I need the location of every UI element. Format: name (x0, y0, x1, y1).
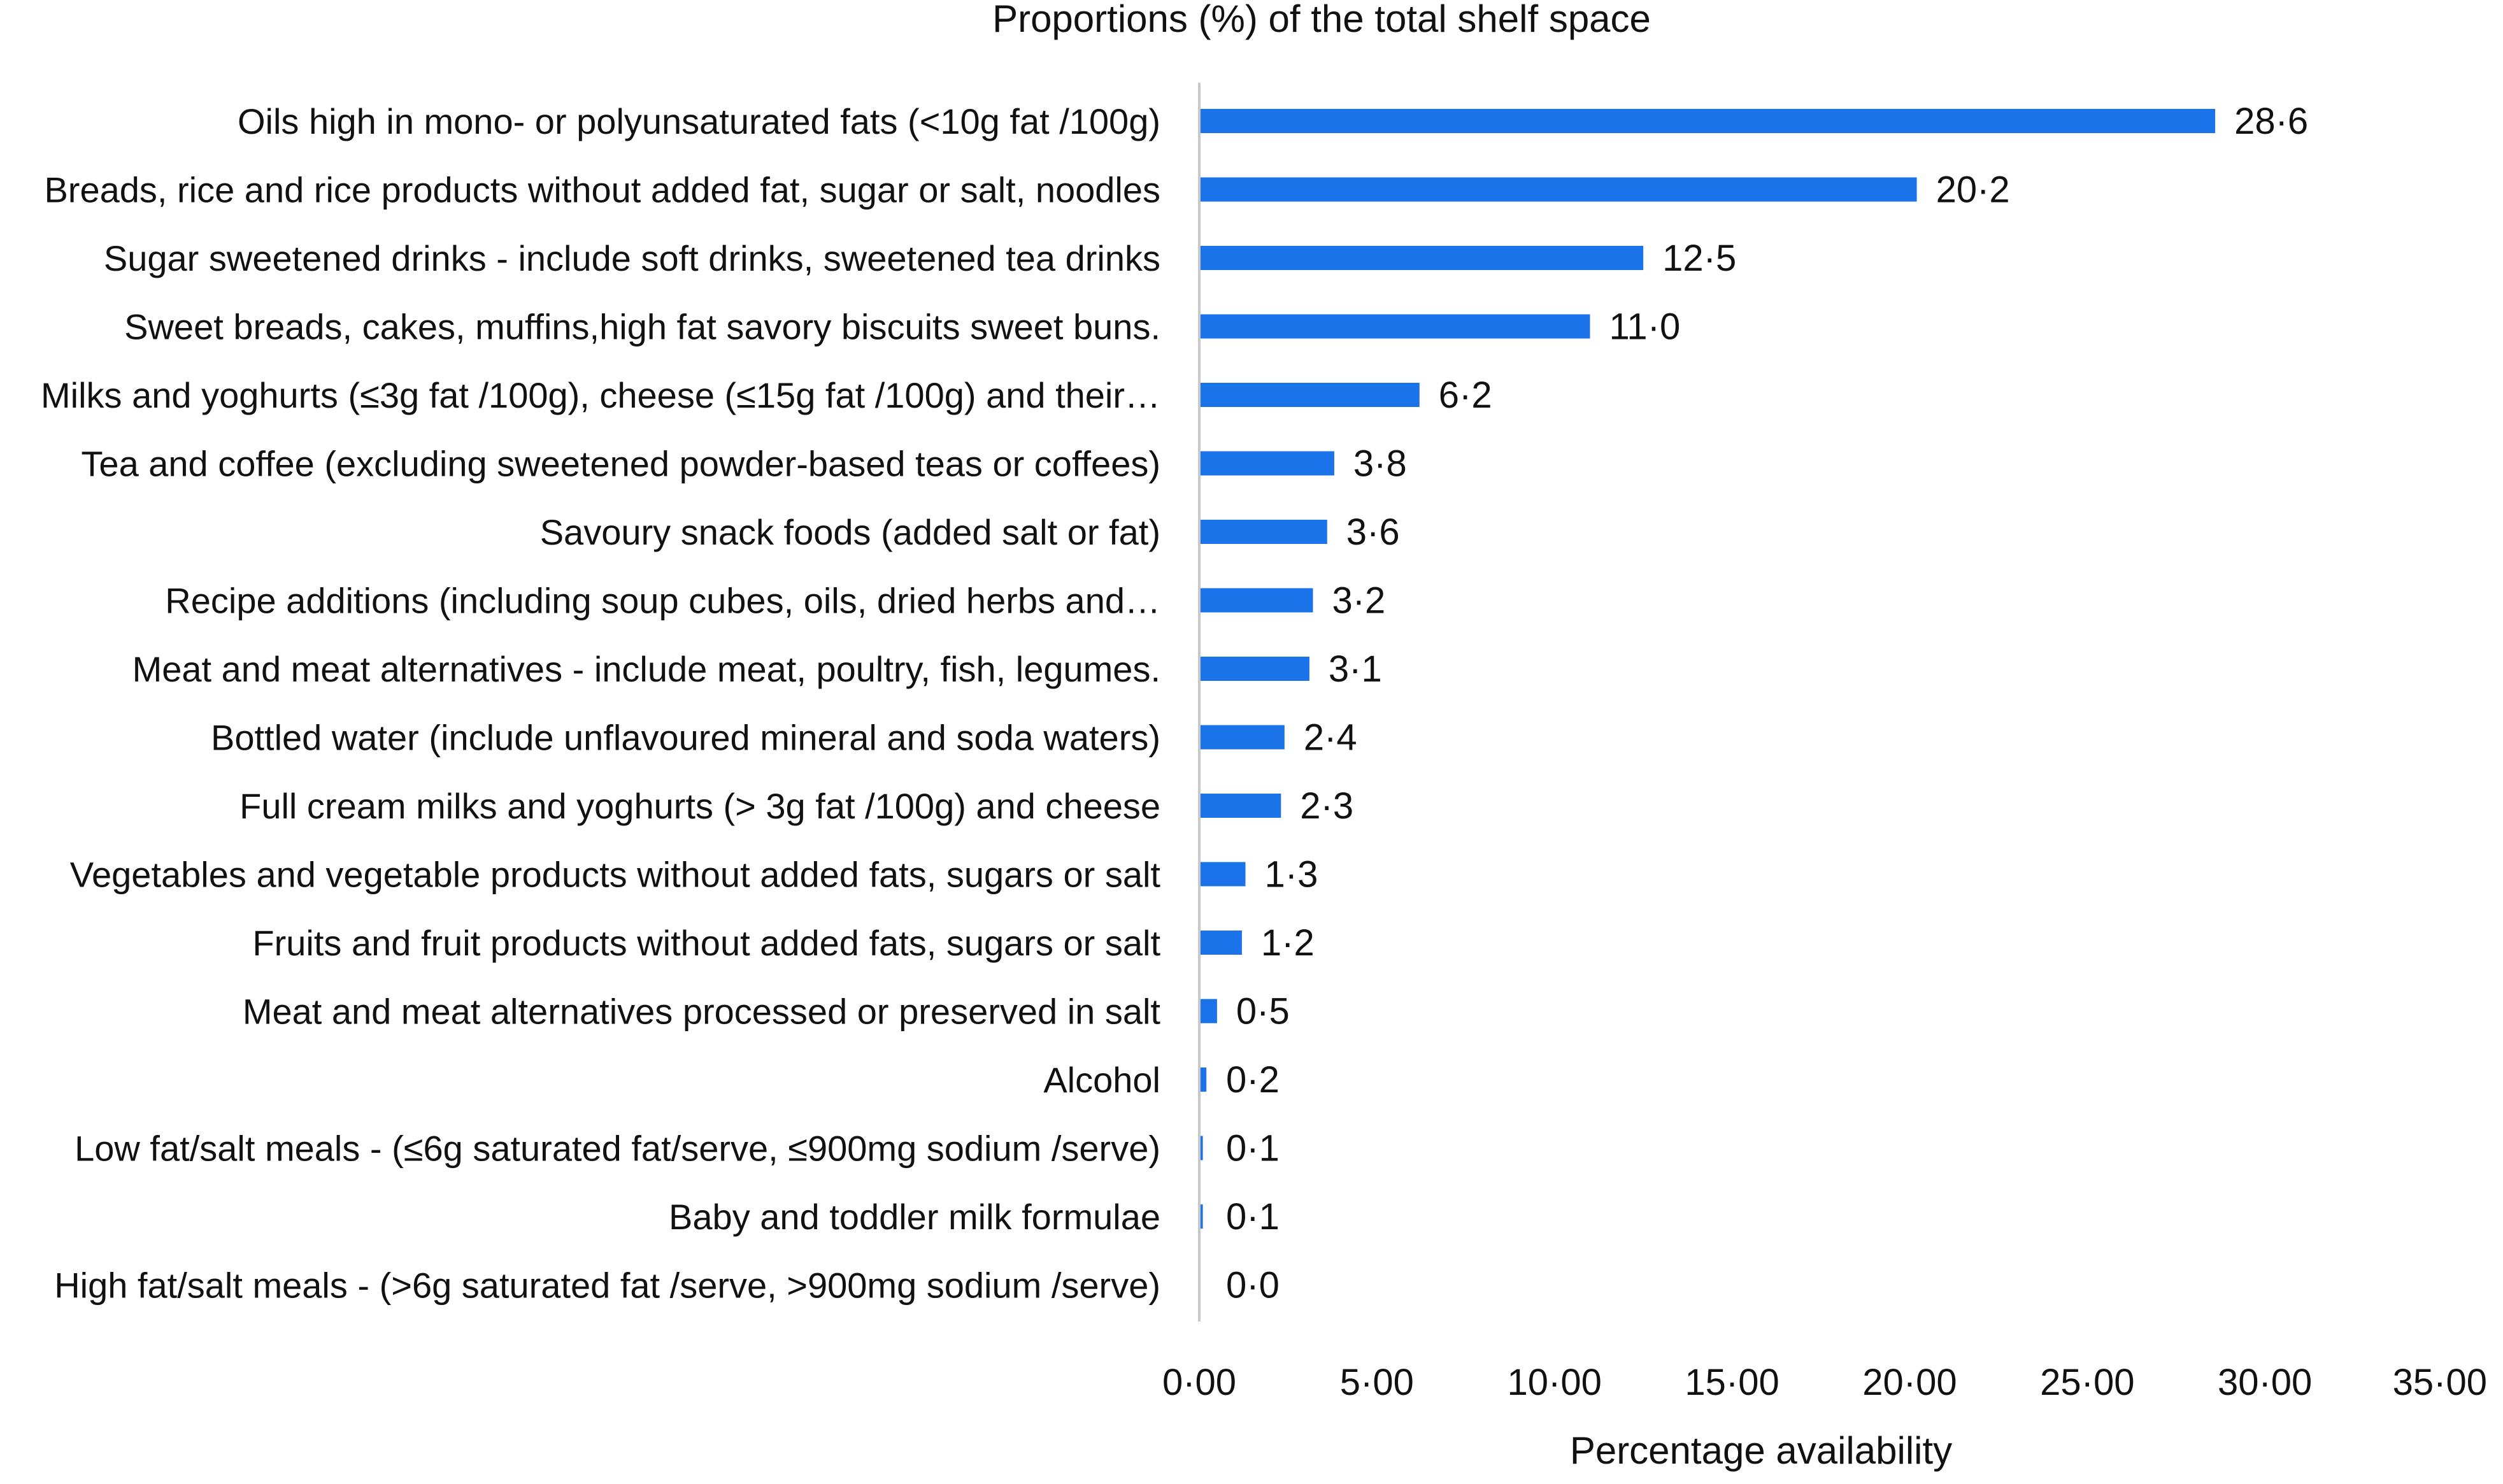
category-label: Bottled water (include unflavoured miner… (211, 718, 1160, 758)
category-label: Baby and toddler milk formulae (669, 1197, 1160, 1237)
category-label: Fruits and fruit products without added … (252, 923, 1160, 963)
bar (1199, 451, 1334, 476)
category-label: High fat/salt meals - (>6g saturated fat… (54, 1266, 1160, 1306)
bar (1199, 588, 1313, 613)
category-label: Meat and meat alternatives processed or … (243, 992, 1161, 1032)
category-label: Milks and yoghurts (≤3g fat /100g), chee… (41, 375, 1160, 415)
category-label: Vegetables and vegetable products withou… (70, 855, 1161, 895)
value-label: 3·2 (1332, 580, 1385, 622)
category-label: Meat and meat alternatives - include mea… (132, 649, 1160, 689)
x-axis-label: Percentage availability (1570, 1429, 1952, 1472)
x-tick-label: 10·00 (1508, 1362, 1602, 1403)
value-label: 3·6 (1346, 511, 1400, 553)
chart-title: Proportions (%) of the total shelf space (992, 0, 1651, 40)
value-label: 0·1 (1226, 1196, 1280, 1238)
value-label: 6·2 (1439, 375, 1492, 416)
category-label: Oils high in mono- or polyunsaturated fa… (238, 101, 1160, 141)
bar (1199, 177, 1917, 202)
bar (1199, 1204, 1203, 1229)
x-tick-labels: 0·00 5·00 10·00 15·00 20·00 25·00 30·00 35·00 (1162, 1362, 2487, 1403)
category-label: Sugar sweetened drinks - include soft dr… (104, 238, 1160, 278)
bar (1199, 725, 1285, 750)
bar (1199, 520, 1327, 544)
value-label: 0·0 (1226, 1265, 1280, 1306)
bar (1199, 999, 1217, 1024)
bar (1199, 1067, 1207, 1092)
x-tick-label: 35·00 (2393, 1362, 2487, 1403)
bar (1199, 862, 1246, 887)
x-tick-label: 25·00 (2040, 1362, 2134, 1403)
category-label: Alcohol (1043, 1060, 1160, 1100)
bar (1199, 1136, 1203, 1160)
category-label: Low fat/salt meals - (≤6g saturated fat/… (75, 1129, 1160, 1169)
value-label: 11·0 (1609, 306, 1680, 348)
value-label: 2·4 (1304, 717, 1357, 759)
bar (1199, 246, 1644, 270)
bars-layer (1199, 109, 2216, 1229)
x-tick-label: 5·00 (1340, 1362, 1414, 1403)
category-label: Sweet breads, cakes, muffins,high fat sa… (124, 307, 1160, 347)
value-label: 1·3 (1265, 854, 1318, 895)
value-labels: 28·6 20·2 12·5 11·0 6·2 3·8 3·6 3·2 3·1 2·4 2·3 1·3… (1226, 101, 2308, 1306)
value-label: 12·5 (1662, 238, 1736, 279)
category-label: Full cream milks and yoghurts (> 3g fat … (239, 786, 1160, 826)
bar (1199, 383, 1420, 407)
bar (1199, 931, 1242, 955)
category-label: Breads, rice and rice products without a… (44, 170, 1160, 210)
value-label: 1·2 (1261, 922, 1315, 964)
category-labels: Oils high in mono- or polyunsaturated fa… (41, 101, 1160, 1306)
x-tick-label: 20·00 (1862, 1362, 1957, 1403)
category-label: Recipe additions (including soup cubes, … (165, 581, 1160, 621)
x-tick-label: 15·00 (1685, 1362, 1779, 1403)
value-label: 0·5 (1236, 991, 1290, 1032)
value-label: 0·1 (1226, 1128, 1280, 1169)
x-tick-label: 0·00 (1162, 1362, 1236, 1403)
value-label: 0·2 (1226, 1059, 1280, 1101)
bar (1199, 109, 2216, 133)
category-label: Savoury snack foods (added salt or fat) (540, 512, 1160, 552)
bar (1199, 314, 1590, 339)
bar (1199, 657, 1309, 681)
category-label: Tea and coffee (excluding sweetened powd… (81, 444, 1160, 484)
x-tick-label: 30·00 (2218, 1362, 2312, 1403)
bar (1199, 794, 1281, 818)
value-label: 28·6 (2234, 101, 2308, 142)
value-label: 3·1 (1329, 648, 1382, 690)
value-label: 3·8 (1353, 443, 1407, 485)
value-label: 2·3 (1300, 785, 1353, 827)
value-label: 20·2 (1936, 169, 2010, 211)
